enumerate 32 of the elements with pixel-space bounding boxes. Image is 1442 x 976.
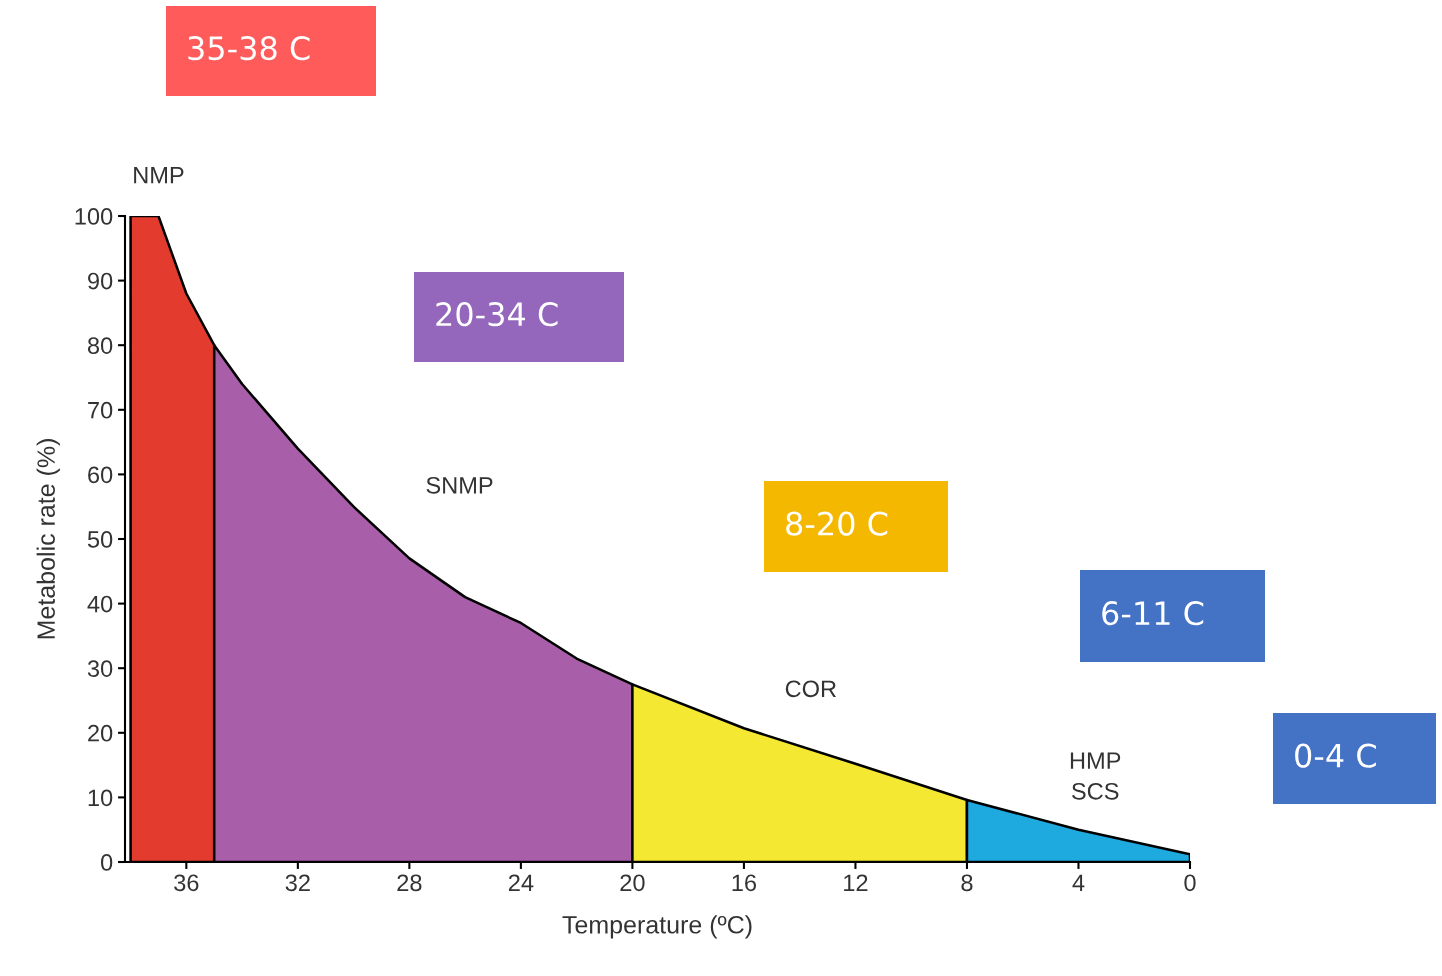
x-tick-label: 20 [620,874,645,892]
x-axis-title: Temperature (ºC) [562,915,752,939]
y-tick-label: 50 [87,531,113,548]
text: 0-4 C [1295,743,1376,768]
x-tick-label: 4 [1072,874,1085,891]
y-tick-label: 90 [88,272,113,290]
annotation: 6-11 C [1102,601,1204,626]
y-axis-title: Metabolic rate (%) [36,439,60,639]
y-tick-label: 70 [88,401,113,419]
text: SNMP [426,476,493,494]
text: 35-38 C [188,36,310,61]
y-tick-label: 60 [88,466,113,484]
x-tick-label: 36 [174,874,199,892]
y-tick-label: 20 [88,724,113,742]
x-tick-label: 0 [1184,874,1196,892]
x-tick-label: 28 [397,874,422,892]
y-tick-label: 40 [87,595,113,613]
x-tick-label: 32 [285,874,310,892]
x-tick-label: 8 [961,874,973,892]
y-tick-label: 100 [75,208,113,225]
y-tick-label: 30 [87,660,113,677]
x-tick-label: 24 [508,874,534,891]
series-label: COR [785,680,836,698]
annotation: 8-20 C [786,511,888,536]
x-tick-label: 16 [732,874,757,892]
annotation: 20-34 C [436,302,558,327]
series-label: HMP SCS [1070,752,1121,800]
y-tick-label: 0 [100,854,113,871]
y-tick-label: 10 [88,789,113,807]
y-tick-label: 80 [87,337,113,354]
x-tick-label: 12 [844,874,868,891]
series-label: NMP [134,167,184,184]
